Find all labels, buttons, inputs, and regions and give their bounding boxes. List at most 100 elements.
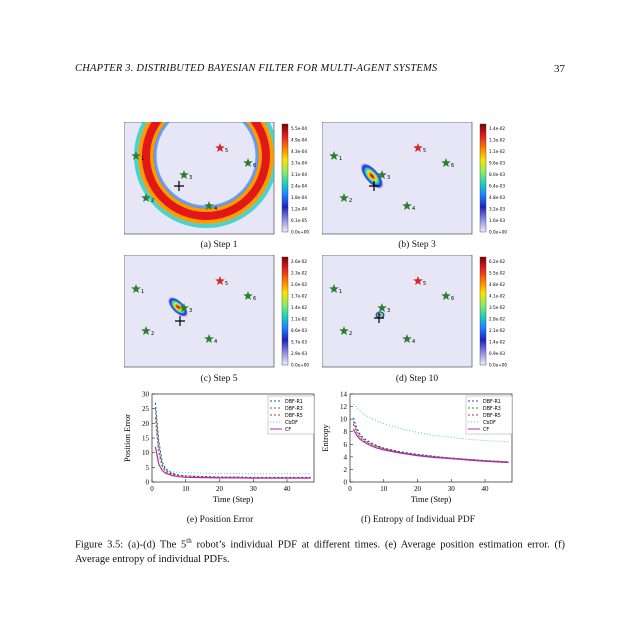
agent-star (243, 158, 253, 167)
x-axis-label: Time (Step) (213, 494, 254, 504)
target-star (215, 143, 225, 152)
agent-label: 4 (214, 339, 217, 345)
colorbar-tick-label: 1.8e-04 (291, 195, 307, 200)
x-tick-label: 20 (216, 485, 224, 493)
x-tick-label: 40 (482, 485, 490, 493)
colorbar-tick-label: 1.4e-02 (489, 340, 505, 345)
agent-label: 5 (225, 281, 228, 287)
y-tick-label: 10 (340, 416, 348, 424)
target-star (413, 143, 423, 152)
x-tick-label: 20 (414, 485, 422, 493)
y-tick-label: 20 (142, 420, 150, 428)
colorbar-tick-label: 1.7e-02 (291, 294, 307, 299)
colorbar-tick-label: 6.9e-03 (489, 351, 505, 356)
agent-star (339, 193, 349, 202)
agent-star (243, 291, 253, 300)
target-star (413, 276, 423, 285)
legend-label: DBF-R3 (483, 406, 501, 412)
x-tick-label: 30 (448, 485, 456, 493)
agent-label: 4 (214, 206, 217, 212)
estimate-cross (369, 181, 379, 191)
running-header: CHAPTER 3. DISTRIBUTED BAYESIAN FILTER F… (75, 63, 438, 74)
x-tick-label: 10 (182, 485, 190, 493)
agent-label: 2 (349, 331, 352, 337)
caption-e: (e) Position Error (186, 515, 254, 525)
colorbar-tick-label: 1.2e-04 (291, 207, 307, 212)
legend-label: DBF-R1 (285, 399, 303, 405)
x-tick-label: 10 (380, 485, 388, 493)
colorbar (479, 123, 487, 233)
y-axis-label: Position Error (122, 414, 132, 462)
map-area (124, 255, 275, 368)
agent-star (402, 201, 412, 210)
colorbar-tick-label: 0.0e+00 (489, 363, 507, 368)
caption-b: (b) Step 3 (398, 240, 436, 250)
heatmap-panel-c: 1 2 3 4 5 6 2.6e-02 2.3e-02 2.0e-02 1.7e-02 1.4e-0… (124, 255, 309, 368)
agent-star (402, 334, 412, 343)
x-tick-label: 0 (150, 485, 154, 493)
legend-label: DBF-R5 (483, 413, 501, 419)
agent-label: 5 (423, 148, 426, 154)
colorbar-tick-label: 4.9e-04 (291, 138, 307, 143)
colorbar-tick-label: 2.8e-02 (489, 317, 505, 322)
colorbar-tick-label: 5.7e-03 (291, 340, 307, 345)
agent-star (141, 193, 151, 202)
agent-label: 4 (412, 339, 415, 345)
agent-star (204, 334, 214, 343)
colorbar-tick-label: 1.3e-02 (489, 138, 505, 143)
caption-d: (d) Step 10 (395, 374, 439, 384)
agent-label: 1 (339, 289, 342, 295)
colorbar-tick-label: 8.6e-03 (291, 328, 307, 333)
series-line-cf (154, 446, 311, 479)
heatmap-panel-a: 1 2 3 4 5 6 5.5e-04 4.9e-04 4.3e-04 3.7e-04 3.1e-0… (124, 122, 309, 235)
agent-label: 3 (189, 308, 192, 314)
likelihood-ring-inner (153, 122, 259, 209)
agent-label: 2 (349, 198, 352, 204)
figure-caption-sup: th (186, 537, 192, 545)
colorbar-tick-label: 4.1e-02 (489, 294, 505, 299)
colorbar-tick-label: 3.2e-03 (489, 207, 505, 212)
agent-label: 2 (151, 198, 154, 204)
colorbar-tick-label: 5.5e-02 (489, 271, 505, 276)
y-axis-label: Entropy (320, 424, 330, 452)
legend-label: CbDF (285, 420, 298, 426)
colorbar-tick-label: 1.4e-02 (291, 305, 307, 310)
y-tick-label: 0 (344, 479, 348, 487)
colorbar (281, 256, 289, 366)
y-tick-label: 5 (146, 464, 150, 472)
agent-label: 5 (225, 148, 228, 154)
colorbar-tick-label: 2.3e-02 (291, 271, 307, 276)
legend-label: DBF-R1 (483, 399, 501, 405)
colorbar-tick-label: 8.0e-03 (489, 172, 505, 177)
colorbar-tick-label: 2.1e-02 (489, 328, 505, 333)
target-star (215, 276, 225, 285)
x-tick-label: 40 (284, 485, 292, 493)
posterior-blob (375, 311, 385, 319)
colorbar-tick-label: 1.6e-03 (489, 218, 505, 223)
agent-label: 6 (253, 163, 256, 169)
y-tick-label: 30 (142, 391, 150, 399)
colorbar-tick-label: 4.8e-03 (489, 195, 505, 200)
colorbar-tick-label: 2.9e-03 (291, 351, 307, 356)
agent-star (141, 326, 151, 335)
y-tick-label: 15 (142, 435, 150, 443)
y-tick-label: 4 (344, 453, 348, 461)
series-line-cbdf (353, 403, 509, 443)
legend-label: CbDF (483, 420, 496, 426)
colorbar-tick-label: 1.1e-02 (489, 149, 505, 154)
agent-star (441, 158, 451, 167)
colorbar-tick-label: 3.5e-02 (489, 305, 505, 310)
chart-entropy: 0 2 4 6 8 10 12 14 0 10 20 30 40 Time (Step) Entropy DB… (318, 388, 518, 510)
colorbar-tick-label: 4.3e-04 (291, 149, 307, 154)
page-number: 37 (554, 63, 565, 75)
y-tick-label: 10 (142, 449, 150, 457)
agent-label: 4 (412, 206, 415, 212)
estimate-cross (175, 316, 185, 326)
likelihood-ring-core (142, 122, 270, 220)
colorbar-tick-label: 1.1e-02 (291, 317, 307, 322)
caption-c: (c) Step 5 (200, 374, 238, 384)
agent-label: 6 (451, 296, 454, 302)
agent-label: 1 (141, 156, 144, 162)
colorbar-tick-label: 0.0e+00 (489, 230, 507, 235)
estimate-cross (174, 181, 184, 191)
